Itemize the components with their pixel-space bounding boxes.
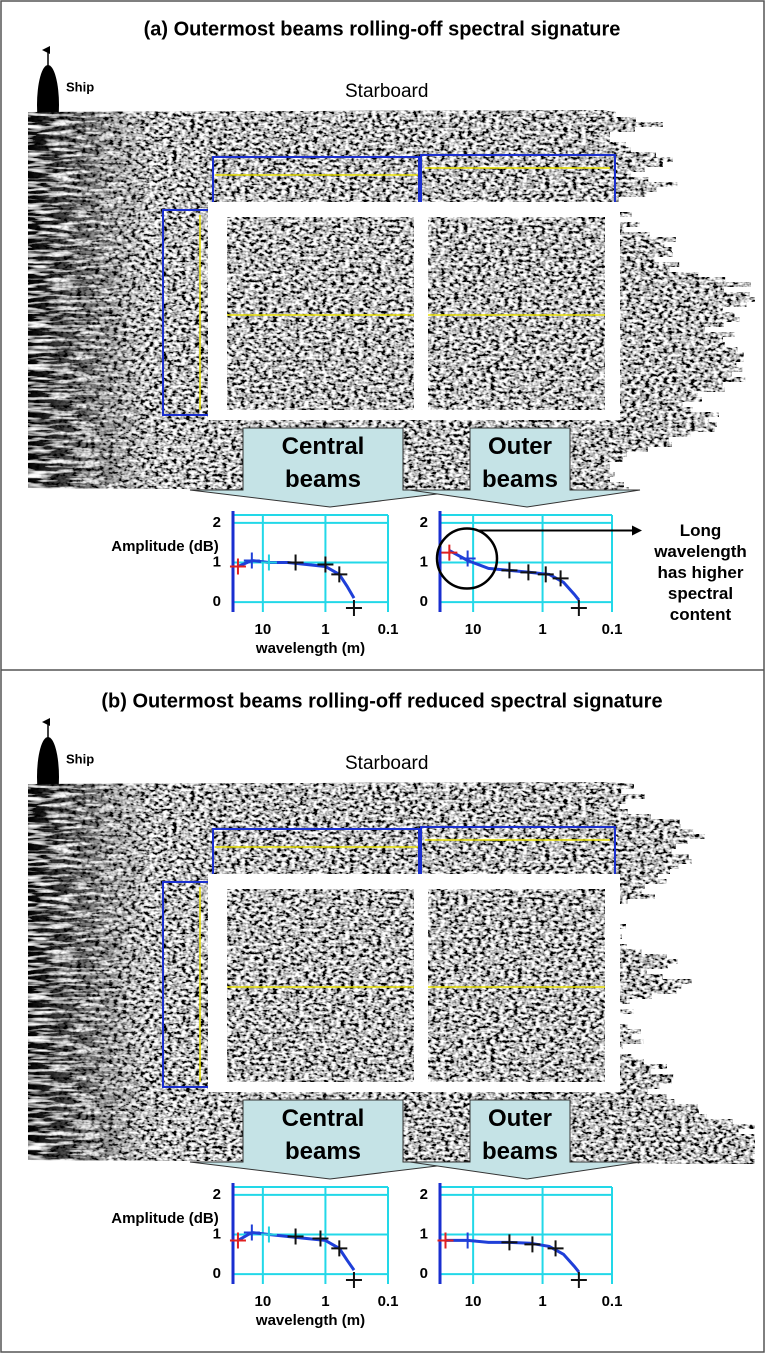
x-tick-label: 1 [321, 1293, 329, 1310]
y-tick-label: 1 [420, 553, 428, 570]
x-tick-label: 0.1 [378, 621, 399, 638]
x-tick-label: 10 [255, 621, 272, 638]
spectrum-marker [501, 562, 518, 579]
y-tick-label: 1 [213, 553, 221, 570]
y-tick-label: 2 [213, 514, 221, 531]
callout-label-box: Outer beams [481, 433, 559, 493]
y-axis-label: Amplitude (dB) [111, 1210, 219, 1227]
spectrum-marker [570, 600, 587, 617]
spectrum-marker [524, 1236, 541, 1253]
side-label: Starboard [345, 81, 428, 102]
x-tick-label: 0.1 [378, 1293, 399, 1310]
y-tick-label: 0 [420, 593, 428, 610]
x-tick-label: 10 [465, 621, 482, 638]
highlight-circle [435, 527, 499, 590]
spectrum-marker [317, 556, 334, 573]
x-tick-label: 10 [465, 1293, 482, 1310]
x-tick-label: 0.1 [602, 621, 623, 638]
y-axis-label: Amplitude (dB) [111, 538, 219, 555]
spectrum-marker [229, 558, 246, 575]
spectrum-marker [459, 550, 476, 567]
panel-title: (b) Outermost beams rolling-off reduced … [101, 690, 662, 712]
y-tick-label: 0 [213, 1265, 221, 1282]
spectrum-marker [552, 570, 569, 587]
x-tick-label: 1 [321, 621, 329, 638]
spectrum-marker [287, 1228, 304, 1245]
spectrum-marker [345, 1272, 362, 1289]
spectrum-marker [312, 1230, 329, 1247]
x-axis-label: wavelength (m) [255, 1312, 365, 1329]
window-frame [208, 202, 620, 420]
spectrum-marker [229, 1232, 246, 1249]
spectrum-marker [437, 1232, 454, 1249]
panel-title: (a) Outermost beams rolling-off spectral… [144, 18, 621, 40]
callout-arrow [409, 1099, 641, 1180]
callout-label: Outer beams [481, 1105, 559, 1165]
y-tick-label: 2 [420, 1186, 428, 1203]
callout-label: Outer beams [481, 433, 559, 493]
spectrum-marker [243, 1224, 260, 1241]
y-tick-label: 0 [213, 593, 221, 610]
callout-arrow [409, 427, 641, 508]
ship-label: Ship [66, 79, 94, 94]
callout-arrow [189, 427, 471, 508]
callout-label-box: Central beams [281, 1105, 365, 1165]
spectrum-marker [345, 600, 362, 617]
callout-label: Central beams [281, 1105, 365, 1165]
spectrum-marker [520, 564, 537, 581]
x-tick-label: 1 [538, 1293, 546, 1310]
x-tick-label: 0.1 [602, 1293, 623, 1310]
annotation: Long wavelength has higher spectral cont… [654, 521, 747, 624]
spectrum-marker [260, 1226, 277, 1243]
spectrum-marker [501, 1234, 518, 1251]
y-tick-label: 0 [420, 1265, 428, 1282]
callout-label-box: Central beams [281, 433, 365, 493]
x-axis-label: wavelength (m) [255, 640, 365, 657]
x-tick-label: 1 [538, 621, 546, 638]
y-axis-label-box: Amplitude (dB) [111, 538, 219, 555]
spectrum-marker [260, 554, 277, 571]
spectrum-marker [570, 1272, 587, 1289]
panel: (b) Outermost beams rolling-off reduced … [28, 690, 755, 1329]
y-tick-label: 2 [420, 514, 428, 531]
side-label: Starboard [345, 753, 428, 774]
panel: (a) Outermost beams rolling-off spectral… [28, 18, 755, 657]
callout-label: Central beams [281, 433, 365, 493]
callout-arrow [189, 1099, 471, 1180]
spectrum-marker [441, 544, 458, 561]
y-axis-label-box: Amplitude (dB) [111, 1210, 219, 1227]
window-frame [208, 874, 620, 1092]
spectrum-marker [243, 552, 260, 569]
callout-label-box: Outer beams [481, 1105, 559, 1165]
spectrum-marker [459, 1232, 476, 1249]
ship-label: Ship [66, 751, 94, 766]
spectrum-marker [331, 1240, 348, 1257]
annotation-box: Long wavelength has higher spectral cont… [654, 521, 747, 624]
y-tick-label: 1 [420, 1225, 428, 1242]
x-tick-label: 10 [255, 1293, 272, 1310]
y-tick-label: 2 [213, 1186, 221, 1203]
spectrum-marker [537, 566, 554, 583]
spectrum-marker [331, 566, 348, 583]
spectrum-curve [445, 1238, 581, 1274]
spectrum-marker [547, 1240, 564, 1257]
y-tick-label: 1 [213, 1225, 221, 1242]
spectrum-marker [287, 554, 304, 571]
